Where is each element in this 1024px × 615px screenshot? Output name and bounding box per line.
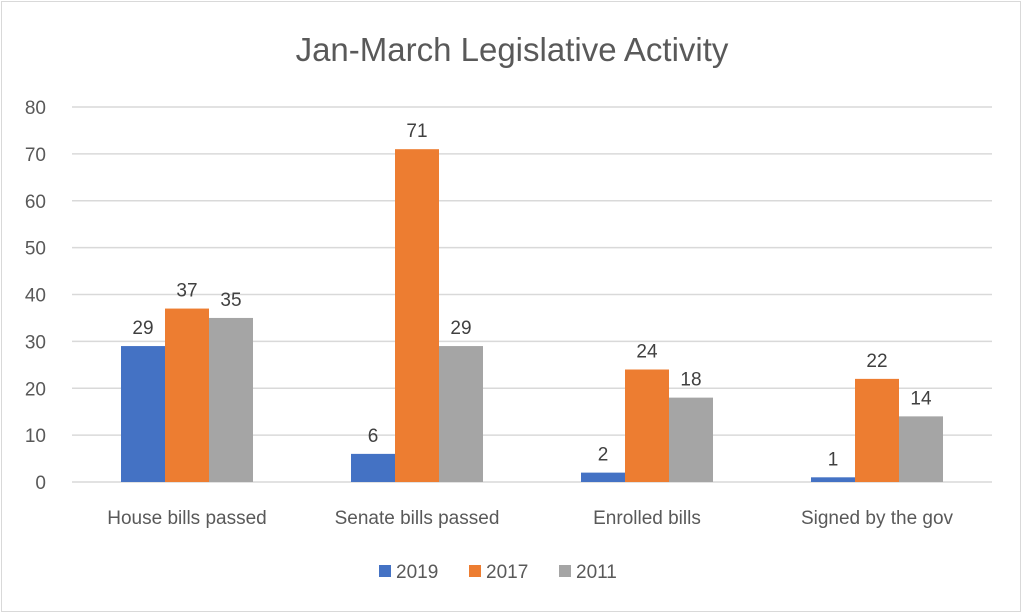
- legend: 2019 2017 2011: [379, 562, 617, 583]
- bar-2017-4: [855, 379, 899, 482]
- bar-2011-1: [209, 318, 253, 482]
- y-axis-ticks: 0 10 20 30 40 50 60 70 80: [25, 98, 46, 494]
- legend-label-2019: 2019: [396, 562, 438, 583]
- data-label: 71: [406, 121, 427, 142]
- y-tick-label: 70: [25, 145, 46, 166]
- bar-2011-3: [669, 398, 713, 482]
- data-label: 6: [368, 426, 379, 447]
- data-label: 29: [132, 318, 153, 339]
- category-label: Signed by the gov: [801, 508, 954, 529]
- data-label: 29: [450, 318, 471, 339]
- legend-swatch-2011: [559, 565, 571, 577]
- bar-2011-4: [899, 416, 943, 482]
- y-tick-label: 0: [35, 473, 46, 494]
- data-label: 1: [828, 449, 839, 470]
- y-tick-label: 60: [25, 192, 46, 213]
- y-tick-label: 10: [25, 426, 46, 447]
- data-label: 22: [866, 351, 887, 372]
- bars: [121, 149, 943, 482]
- bar-2017-1: [165, 309, 209, 482]
- bar-2011-2: [439, 346, 483, 482]
- bar-2019-4: [811, 477, 855, 482]
- data-label: 37: [176, 281, 197, 302]
- bar-2019-1: [121, 346, 165, 482]
- x-axis-categories: House bills passed Senate bills passed Enr…: [107, 508, 953, 529]
- legend-swatch-2017: [469, 565, 481, 577]
- data-label: 35: [220, 290, 241, 311]
- legend-label-2011: 2011: [576, 562, 617, 583]
- bar-2019-3: [581, 473, 625, 482]
- y-tick-label: 50: [25, 239, 46, 260]
- category-label: Enrolled bills: [593, 508, 701, 529]
- category-label: Senate bills passed: [335, 508, 500, 529]
- legend-label-2017: 2017: [486, 562, 528, 583]
- data-label: 24: [636, 342, 658, 363]
- y-tick-label: 80: [25, 98, 46, 119]
- bar-2017-3: [625, 370, 669, 483]
- bar-2019-2: [351, 454, 395, 482]
- category-label: House bills passed: [107, 508, 266, 529]
- bar-2017-2: [395, 149, 439, 482]
- data-label: 14: [910, 388, 932, 409]
- data-label: 18: [680, 370, 701, 391]
- chart-title: Jan-March Legislative Activity: [296, 31, 729, 68]
- y-tick-label: 40: [25, 286, 46, 307]
- y-tick-label: 20: [25, 379, 46, 400]
- legend-swatch-2019: [379, 565, 391, 577]
- data-label: 2: [598, 445, 609, 466]
- bar-chart: Jan-March Legislative Activity 0 10 20 30 40…: [0, 0, 1024, 615]
- y-tick-label: 30: [25, 332, 46, 353]
